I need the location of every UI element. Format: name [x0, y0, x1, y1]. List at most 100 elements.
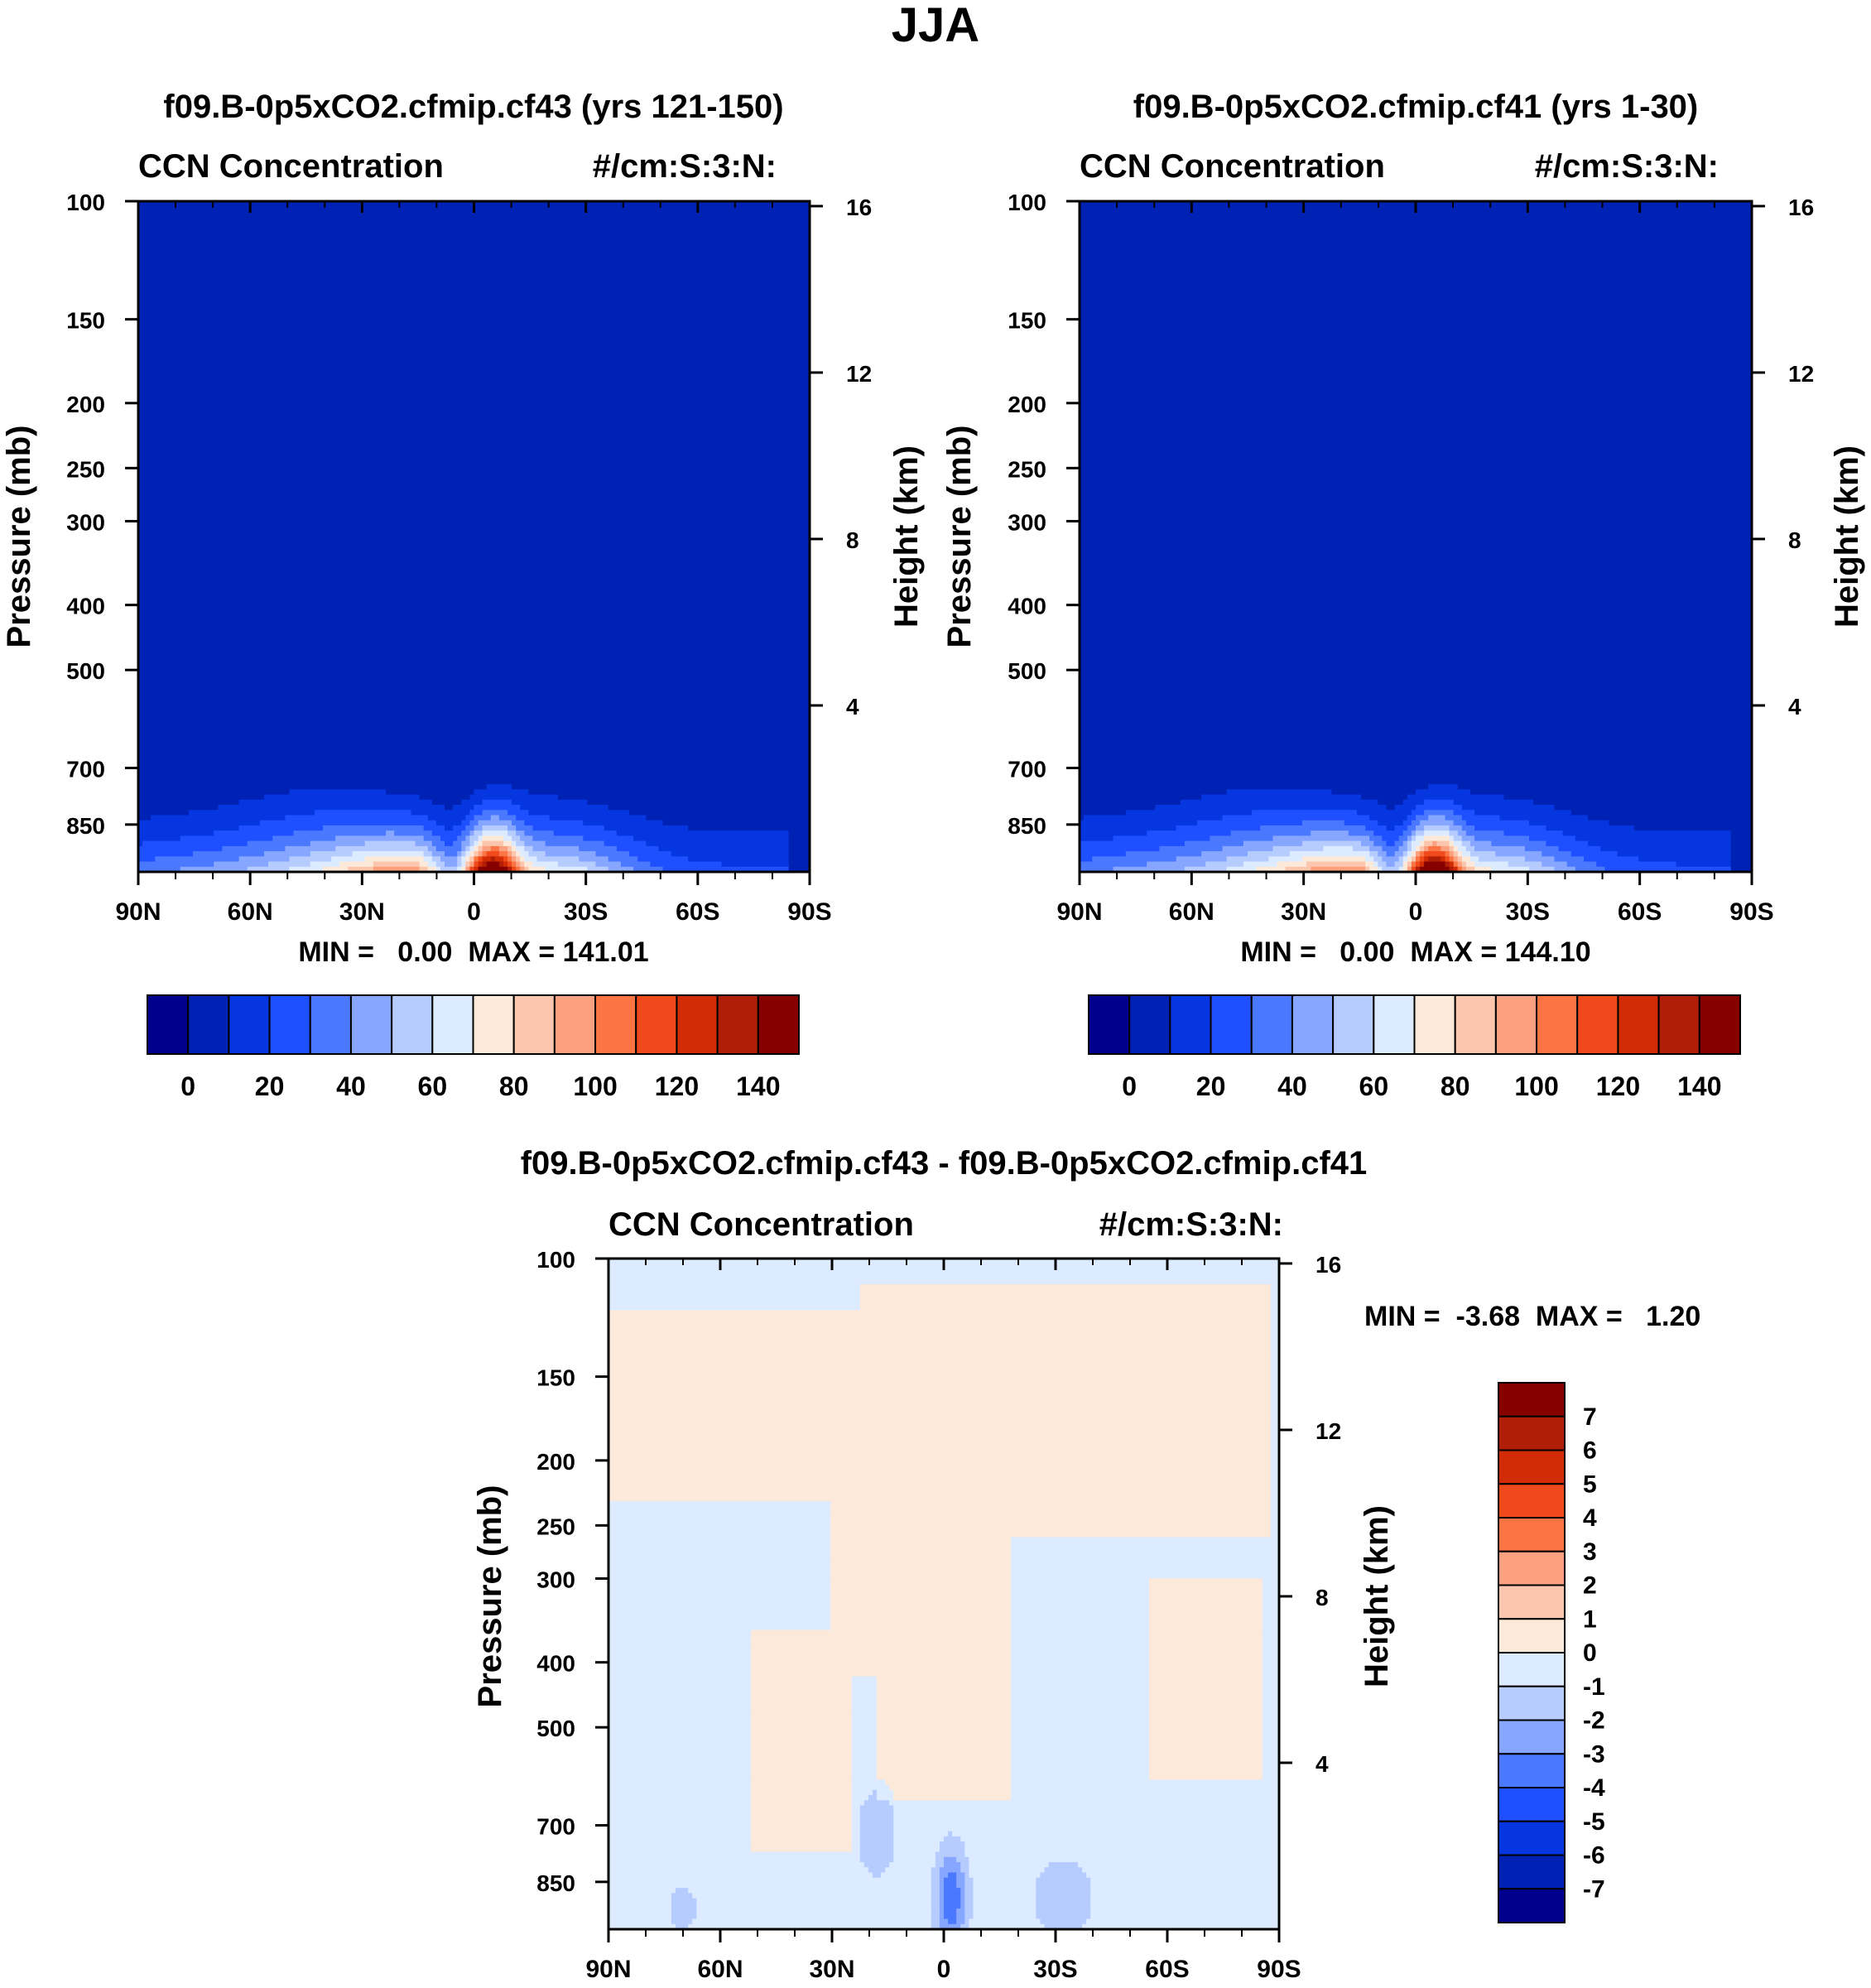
colorbar-label: -3 — [1583, 1740, 1605, 1768]
contour-cell — [608, 1893, 672, 1899]
contour-cell — [1301, 856, 1366, 863]
contour-cell — [520, 856, 525, 863]
contour-cell — [1080, 221, 1753, 228]
contour-cell — [939, 1872, 949, 1879]
contour-cell — [1011, 1692, 1150, 1698]
contour-cell — [1407, 840, 1412, 847]
contour-cell — [608, 1877, 932, 1884]
contour-cell — [969, 1872, 1041, 1879]
contour-cell — [608, 1599, 831, 1605]
contour-cell — [453, 840, 462, 847]
contour-cell — [138, 835, 181, 842]
contour-cell — [1575, 835, 1732, 842]
colorbar-label: -7 — [1583, 1875, 1605, 1903]
contour-cell — [830, 1594, 1012, 1600]
contour-cell — [751, 1655, 1012, 1662]
right-string: #/cm:S:3:N: — [1099, 1206, 1283, 1243]
contour-cell — [964, 1846, 1280, 1853]
contour-cell — [138, 422, 810, 429]
contour-cell — [1149, 1728, 1263, 1734]
colorbar-box — [1657, 994, 1700, 1055]
contour-cell — [1149, 1620, 1263, 1625]
contour-cell — [1080, 248, 1753, 253]
contour-cell — [1149, 1764, 1263, 1770]
contour-cell — [1011, 1562, 1280, 1569]
contour-cell — [1638, 856, 1732, 863]
contour-cell — [851, 1697, 878, 1703]
contour-cell — [138, 288, 810, 295]
contour-cell — [469, 845, 475, 852]
contour-cell — [608, 1387, 1272, 1394]
contour-cell — [1268, 856, 1303, 863]
contour-cell — [1270, 1516, 1280, 1523]
contour-cell — [1011, 1599, 1150, 1605]
contour-cell — [138, 655, 810, 662]
contour-cell — [1584, 856, 1639, 863]
contour-cell — [751, 1681, 853, 1687]
contour-cell — [445, 851, 458, 857]
contour-cell — [524, 856, 538, 863]
contour-cell — [1441, 856, 1446, 863]
contour-cell — [851, 1769, 878, 1775]
contour-cell — [1184, 840, 1244, 847]
contour-cell — [1394, 861, 1404, 868]
contour-cell — [138, 242, 810, 248]
contour-cell — [751, 1774, 853, 1780]
contour-cell — [503, 856, 508, 863]
figure-title: JJA — [892, 0, 979, 52]
contour-cell — [1036, 1898, 1091, 1904]
contour-cell — [830, 1614, 1012, 1620]
colorbar-box — [1291, 994, 1335, 1055]
contour-cell — [616, 830, 790, 836]
contour-cell — [608, 1594, 831, 1600]
colorbar-label: 0 — [180, 1071, 195, 1101]
colorbar-label: 2 — [1583, 1572, 1597, 1600]
y-tick-label: 850 — [1008, 813, 1046, 839]
contour-cell — [238, 856, 291, 863]
contour-cell — [138, 361, 810, 367]
contour-cell — [1344, 820, 1378, 826]
contour-cell — [1080, 500, 1753, 507]
contour-cell — [1080, 484, 1753, 491]
contour-cell — [138, 778, 810, 785]
contour-cell — [512, 856, 517, 863]
contour-cell — [1394, 825, 1408, 831]
contour-cell — [1270, 1449, 1280, 1456]
contour-cell — [931, 1872, 940, 1879]
contour-cell — [1730, 840, 1753, 847]
contour-cell — [956, 1918, 965, 1925]
contour-cell — [461, 861, 466, 868]
contour-cell — [751, 1692, 853, 1698]
contour-cell — [751, 1815, 853, 1822]
contour-cell — [1176, 825, 1261, 831]
contour-cell — [751, 1759, 853, 1765]
y-tick-label: 300 — [536, 1567, 575, 1592]
contour-cell — [608, 1784, 752, 1791]
contour-cell — [520, 805, 609, 811]
axes: 90N 60N 30N 0 30S 60S 90S100150200250300400500… — [1008, 190, 1814, 926]
contour-cell — [1205, 861, 1244, 868]
contour-cell — [516, 845, 525, 852]
contour-cell — [1262, 1722, 1280, 1729]
contour-cell — [956, 1882, 965, 1889]
contour-cell — [486, 851, 500, 857]
contour-cell — [1084, 815, 1224, 821]
contour-cell — [1080, 309, 1753, 315]
x-tick-label: 30N — [809, 1956, 854, 1983]
contour-cell — [293, 830, 387, 836]
contour-cell — [751, 1640, 1012, 1646]
contour-cell — [1080, 376, 1753, 383]
contour-cell — [1080, 350, 1753, 357]
contour-cell — [1503, 830, 1564, 836]
contour-cell — [931, 1877, 940, 1884]
y2-axis-label: Height (km) — [888, 445, 925, 628]
contour-cell — [1080, 701, 1753, 708]
contour-cell — [1407, 845, 1412, 852]
contour-cell — [830, 1542, 1012, 1548]
contour-cell — [1149, 1733, 1263, 1740]
contour-cell — [944, 1862, 961, 1868]
contour-cell — [1080, 361, 1753, 367]
stats-text: MIN = -3.68 MAX = 1.20 — [1364, 1301, 1700, 1332]
contour-cell — [960, 1898, 965, 1904]
contour-cell — [608, 1759, 752, 1765]
